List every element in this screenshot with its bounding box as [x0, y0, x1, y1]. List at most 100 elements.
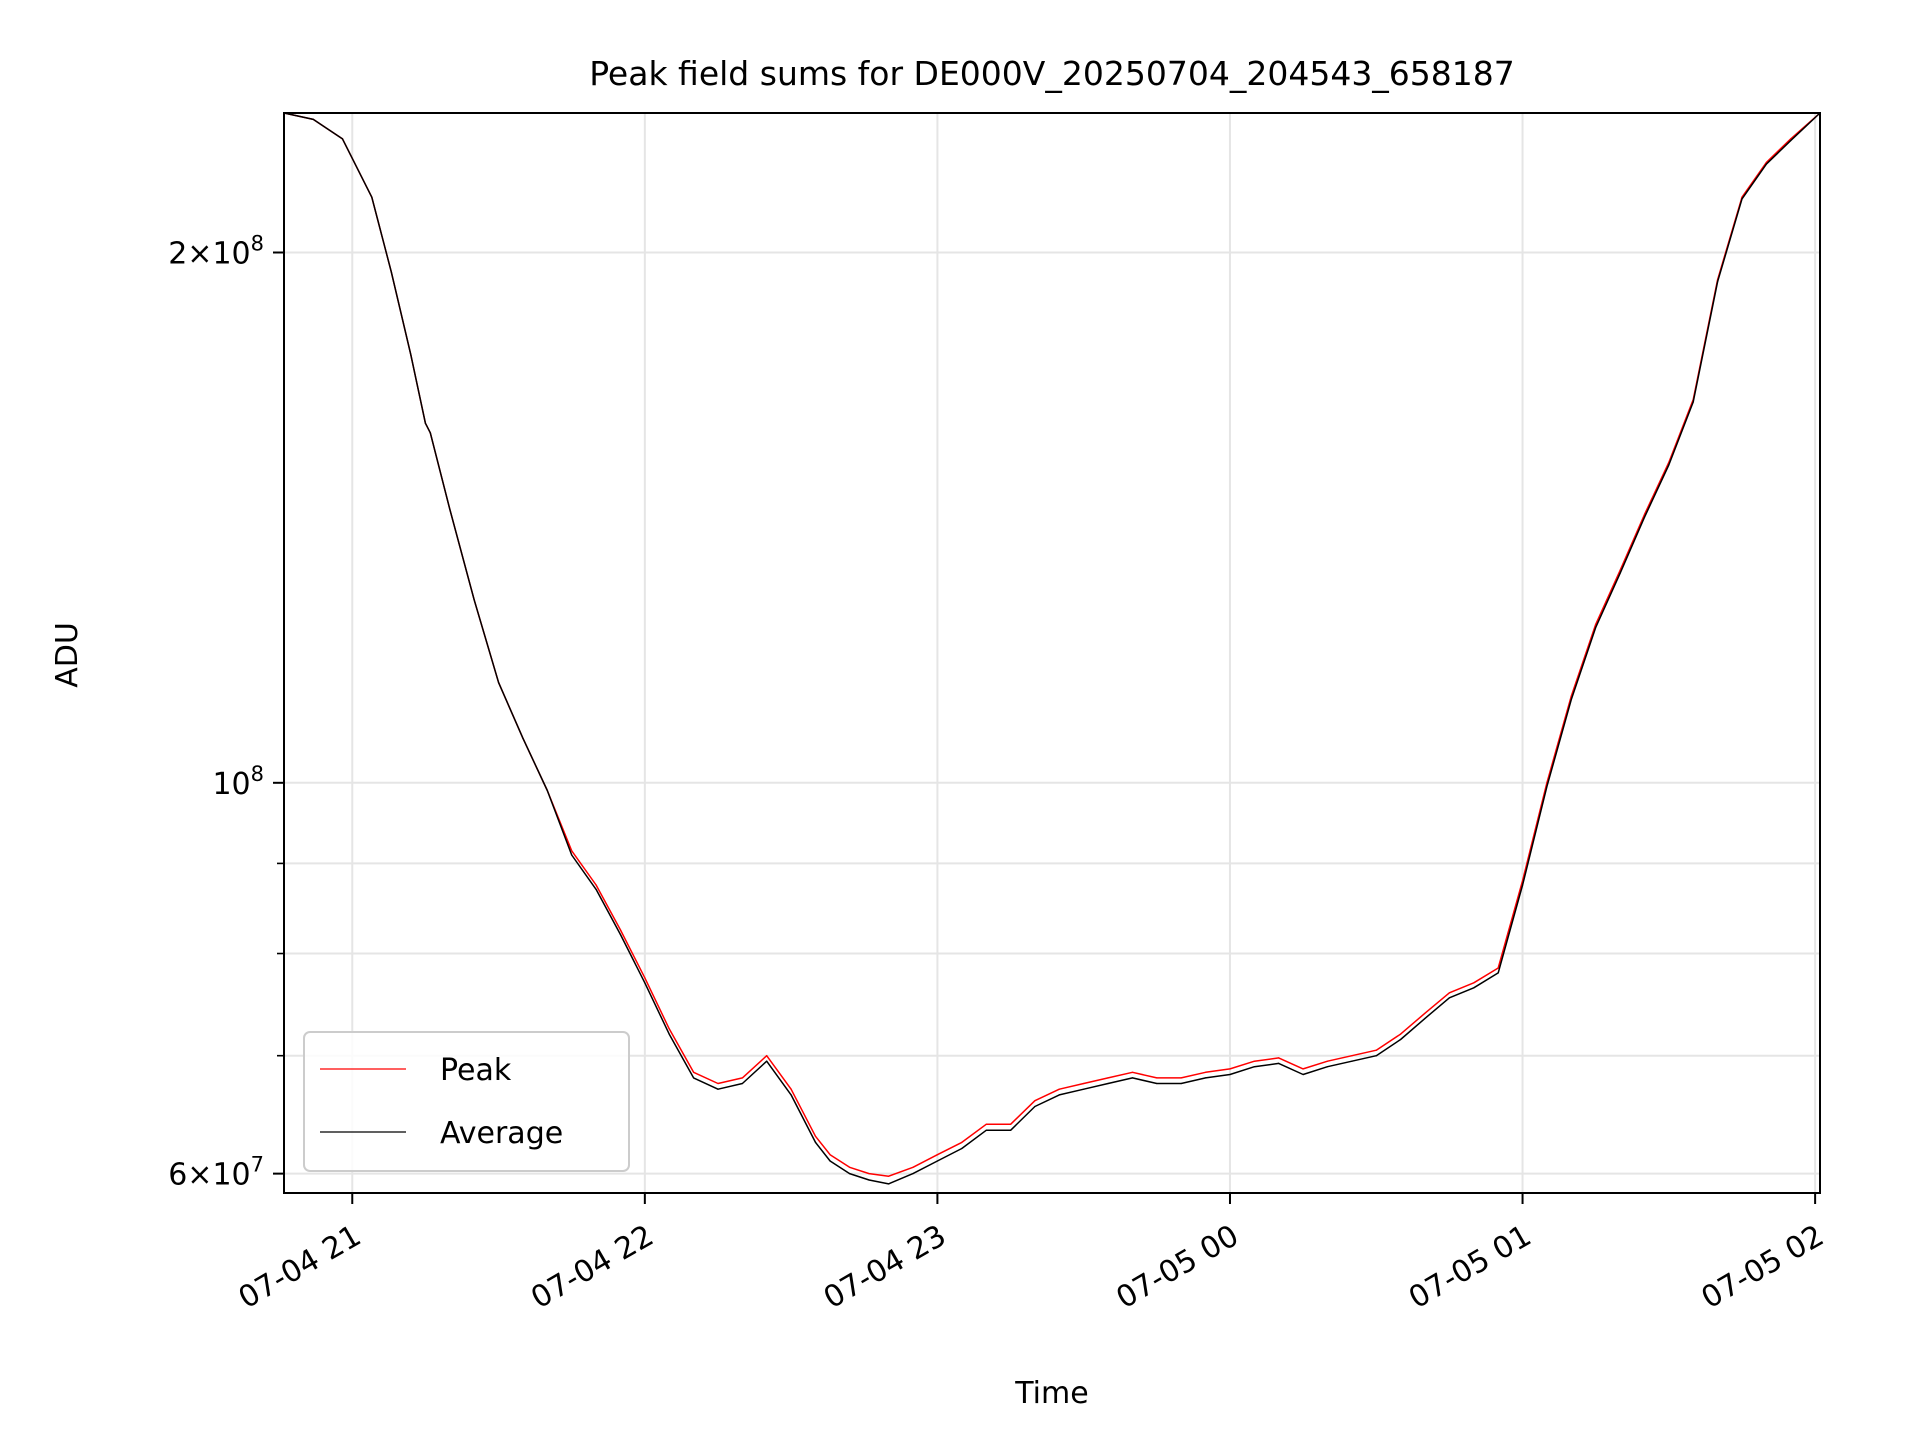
data-point-average	[766, 1060, 768, 1062]
data-point-average	[1034, 1105, 1036, 1108]
y-axis-ticks: 6×107 108 2×108	[168, 231, 284, 1193]
data-point-average	[1717, 281, 1719, 283]
data-point-average	[1448, 997, 1450, 999]
data-point-average	[829, 1160, 831, 1162]
data-point-peak	[1156, 1077, 1158, 1079]
data-point-average	[1424, 1017, 1426, 1020]
data-point-average	[961, 1147, 963, 1150]
data-point-peak	[571, 850, 573, 852]
data-point-average	[1522, 884, 1524, 886]
data-point-peak	[1375, 1049, 1377, 1051]
data-point-average	[595, 888, 597, 891]
data-point-average	[1643, 516, 1646, 518]
data-point-average	[790, 1094, 792, 1096]
data-point-peak	[693, 1071, 695, 1073]
data-point-peak	[1400, 1033, 1402, 1035]
data-point-average	[693, 1077, 695, 1079]
data-point-average	[390, 271, 392, 273]
data-point-average	[1375, 1055, 1377, 1057]
data-point-peak	[1424, 1012, 1426, 1014]
data-point-peak	[1326, 1060, 1329, 1062]
data-point-peak	[741, 1077, 744, 1079]
legend-label-average: Average	[440, 1116, 563, 1151]
grid	[284, 113, 1820, 1193]
data-point-average	[1229, 1073, 1231, 1076]
data-point-average	[1180, 1082, 1182, 1085]
data-point-peak	[1107, 1077, 1109, 1079]
data-point-average	[985, 1129, 987, 1131]
data-point-peak	[766, 1055, 768, 1057]
data-point-peak	[1205, 1071, 1207, 1073]
data-point-average	[341, 138, 344, 140]
series-layer	[283, 112, 1821, 1185]
data-point-average	[1497, 972, 1499, 974]
data-point-peak	[1448, 992, 1450, 994]
data-point-peak	[1473, 982, 1475, 984]
data-point-average	[1765, 163, 1767, 165]
data-point-peak	[1278, 1057, 1280, 1059]
data-point-average	[371, 196, 373, 198]
data-point-peak	[868, 1173, 870, 1175]
data-point-average	[936, 1160, 939, 1162]
data-point-peak	[1010, 1123, 1012, 1125]
data-point-peak	[936, 1154, 939, 1156]
data-point-average	[814, 1141, 817, 1143]
data-point-average	[644, 982, 646, 984]
data-point-peak	[1619, 569, 1621, 572]
data-point-peak	[619, 929, 622, 931]
data-point-average	[1741, 198, 1743, 200]
data-point-average	[429, 432, 431, 434]
data-point-average	[849, 1173, 851, 1175]
data-point-average	[449, 508, 451, 510]
legend-label-peak: Peak	[440, 1053, 512, 1088]
y-axis-label: ADU	[50, 622, 85, 688]
data-point-peak	[985, 1123, 987, 1125]
data-point-average	[1058, 1094, 1060, 1096]
legend: Peak Average	[303, 1031, 630, 1172]
y-tick-label: 6×107	[168, 1153, 264, 1193]
data-point-average	[1595, 626, 1597, 629]
data-point-peak	[668, 1028, 670, 1030]
data-point-peak	[814, 1135, 817, 1137]
data-point-average	[571, 854, 573, 856]
data-point-average	[912, 1173, 914, 1175]
data-point-peak	[849, 1166, 851, 1168]
data-point-peak	[912, 1166, 914, 1168]
data-point-average	[1692, 401, 1694, 403]
data-point-peak	[1180, 1077, 1182, 1079]
data-point-peak	[1302, 1068, 1304, 1070]
data-point-average	[1400, 1038, 1402, 1041]
y-tick-label: 2×108	[168, 231, 264, 271]
data-point-average	[1253, 1066, 1255, 1068]
data-point-peak	[1351, 1055, 1353, 1057]
data-point-peak	[1229, 1068, 1231, 1070]
data-point-average	[1668, 464, 1670, 466]
data-point-peak	[1497, 967, 1499, 969]
data-point-average	[410, 354, 412, 356]
data-point-average	[868, 1179, 870, 1181]
data-point-average	[1351, 1060, 1353, 1062]
data-point-average	[1302, 1073, 1304, 1076]
data-point-average	[498, 682, 500, 684]
chart-title: Peak field sums for DE000V_20250704_2045…	[589, 54, 1515, 93]
data-point-peak	[1253, 1060, 1255, 1062]
data-point-average	[1107, 1082, 1109, 1085]
legend-box	[303, 1031, 630, 1172]
data-point-average	[1278, 1062, 1280, 1064]
data-point-peak	[1790, 138, 1792, 140]
data-point-peak	[1765, 161, 1767, 163]
data-point-peak	[829, 1154, 831, 1156]
data-point-average	[1473, 987, 1475, 989]
x-axis-label: Time	[1014, 1376, 1088, 1411]
data-point-average	[1010, 1129, 1012, 1131]
data-point-average	[888, 1183, 890, 1185]
data-point-average	[312, 118, 314, 120]
data-point-average	[1326, 1066, 1329, 1068]
data-point-average	[1205, 1077, 1207, 1079]
data-point-average	[741, 1082, 744, 1085]
plot-frame	[283, 112, 1821, 1194]
data-point-peak	[717, 1082, 719, 1085]
data-point-peak	[961, 1141, 963, 1143]
